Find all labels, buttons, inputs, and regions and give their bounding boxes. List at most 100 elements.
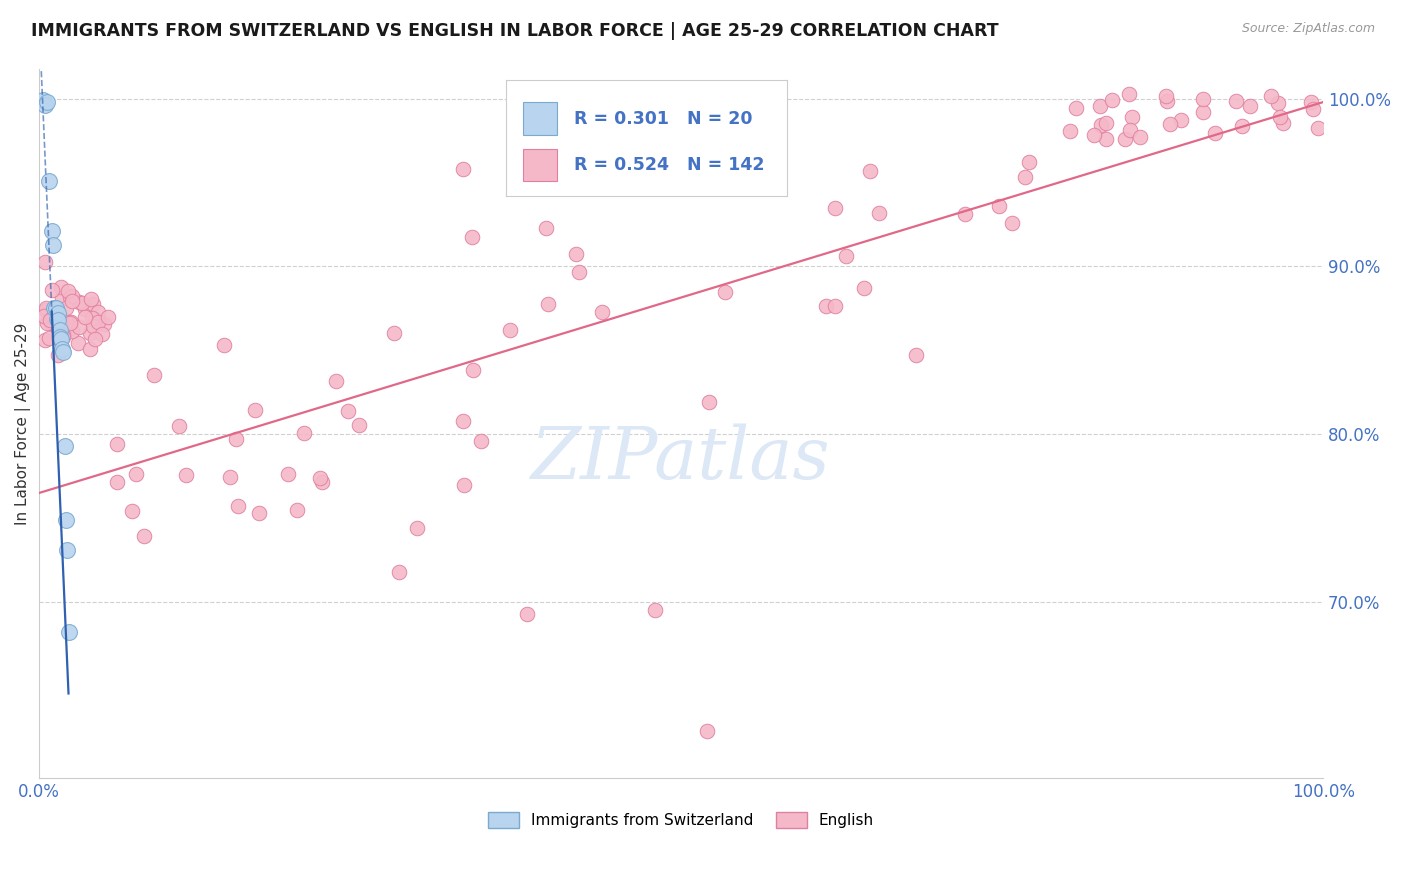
Point — [60, 293, 83, 308]
Point — [1192, 91, 1215, 105]
Point — [46, 348, 69, 362]
Point — [46, 313, 69, 327]
Point — [49, 316, 72, 330]
Point — [97, 310, 120, 325]
Point — [243, 403, 266, 417]
Point — [34, 98, 56, 112]
Point — [35, 95, 58, 109]
Point — [91, 327, 114, 342]
Point — [44, 301, 66, 316]
Point — [52, 330, 75, 344]
Point — [499, 323, 522, 337]
Bar — [523, 149, 557, 181]
Point — [79, 342, 101, 356]
Point — [591, 305, 613, 319]
Point — [461, 363, 484, 377]
Point — [1090, 118, 1112, 132]
Point — [225, 432, 247, 446]
Point — [67, 320, 90, 334]
Point — [55, 315, 77, 329]
Y-axis label: In Labor Force | Age 25-29: In Labor Force | Age 25-29 — [15, 322, 31, 524]
Point — [39, 312, 62, 326]
Point — [451, 162, 474, 177]
Point — [1239, 99, 1261, 113]
Point — [734, 178, 756, 193]
Point — [1308, 120, 1330, 135]
Point — [453, 477, 475, 491]
Legend: Immigrants from Switzerland, English: Immigrants from Switzerland, English — [482, 806, 880, 834]
Point — [48, 323, 70, 337]
Point — [337, 403, 360, 417]
Text: R = 0.301   N = 20: R = 0.301 N = 20 — [574, 110, 752, 128]
Point — [824, 201, 846, 215]
Point — [48, 330, 70, 344]
Point — [79, 326, 101, 340]
Point — [534, 221, 557, 235]
Point — [1118, 87, 1140, 102]
Point — [167, 419, 190, 434]
Point — [53, 439, 76, 453]
Point — [1225, 94, 1247, 108]
Point — [309, 470, 332, 484]
Point — [58, 322, 80, 336]
Point — [537, 297, 560, 311]
Point — [35, 301, 58, 315]
Point — [382, 326, 405, 340]
Point — [1192, 104, 1215, 119]
Point — [1114, 131, 1136, 145]
Point — [82, 297, 104, 311]
Point — [1064, 101, 1087, 115]
Point — [51, 279, 73, 293]
Point — [121, 504, 143, 518]
Point — [60, 289, 83, 303]
Point — [37, 316, 59, 330]
Point — [347, 417, 370, 432]
Point — [461, 229, 484, 244]
Point — [859, 164, 882, 178]
Point — [46, 306, 69, 320]
Point — [567, 162, 589, 177]
Point — [52, 313, 75, 327]
Point — [824, 300, 846, 314]
Point — [56, 284, 79, 298]
Point — [105, 475, 128, 489]
Point — [51, 342, 73, 356]
Point — [1156, 95, 1178, 109]
Point — [82, 311, 104, 326]
Point — [38, 174, 60, 188]
Point — [87, 304, 110, 318]
Text: IMMIGRANTS FROM SWITZERLAND VS ENGLISH IN LABOR FORCE | AGE 25-29 CORRELATION CH: IMMIGRANTS FROM SWITZERLAND VS ENGLISH I… — [31, 22, 998, 40]
Point — [1095, 131, 1118, 145]
Point — [1101, 93, 1123, 107]
Point — [277, 467, 299, 482]
Point — [31, 94, 53, 108]
Point — [55, 513, 77, 527]
Point — [51, 291, 73, 305]
Point — [516, 607, 538, 621]
Point — [84, 311, 107, 326]
Point — [387, 565, 409, 579]
Point — [212, 338, 235, 352]
Point — [1299, 95, 1322, 109]
Point — [1121, 111, 1143, 125]
Point — [41, 224, 63, 238]
Point — [905, 347, 928, 361]
Point — [59, 315, 82, 329]
Point — [696, 724, 718, 739]
Point — [294, 425, 316, 440]
Point — [70, 296, 93, 310]
Point — [142, 368, 165, 382]
Point — [42, 310, 65, 324]
Point — [75, 310, 97, 324]
Point — [470, 434, 492, 448]
Point — [45, 301, 67, 316]
Point — [34, 333, 56, 347]
Point — [48, 332, 70, 346]
Point — [1119, 123, 1142, 137]
Point — [1170, 112, 1192, 127]
Point — [86, 315, 108, 329]
Point — [1088, 99, 1111, 113]
Point — [41, 283, 63, 297]
Point — [32, 310, 55, 324]
Point — [834, 249, 856, 263]
